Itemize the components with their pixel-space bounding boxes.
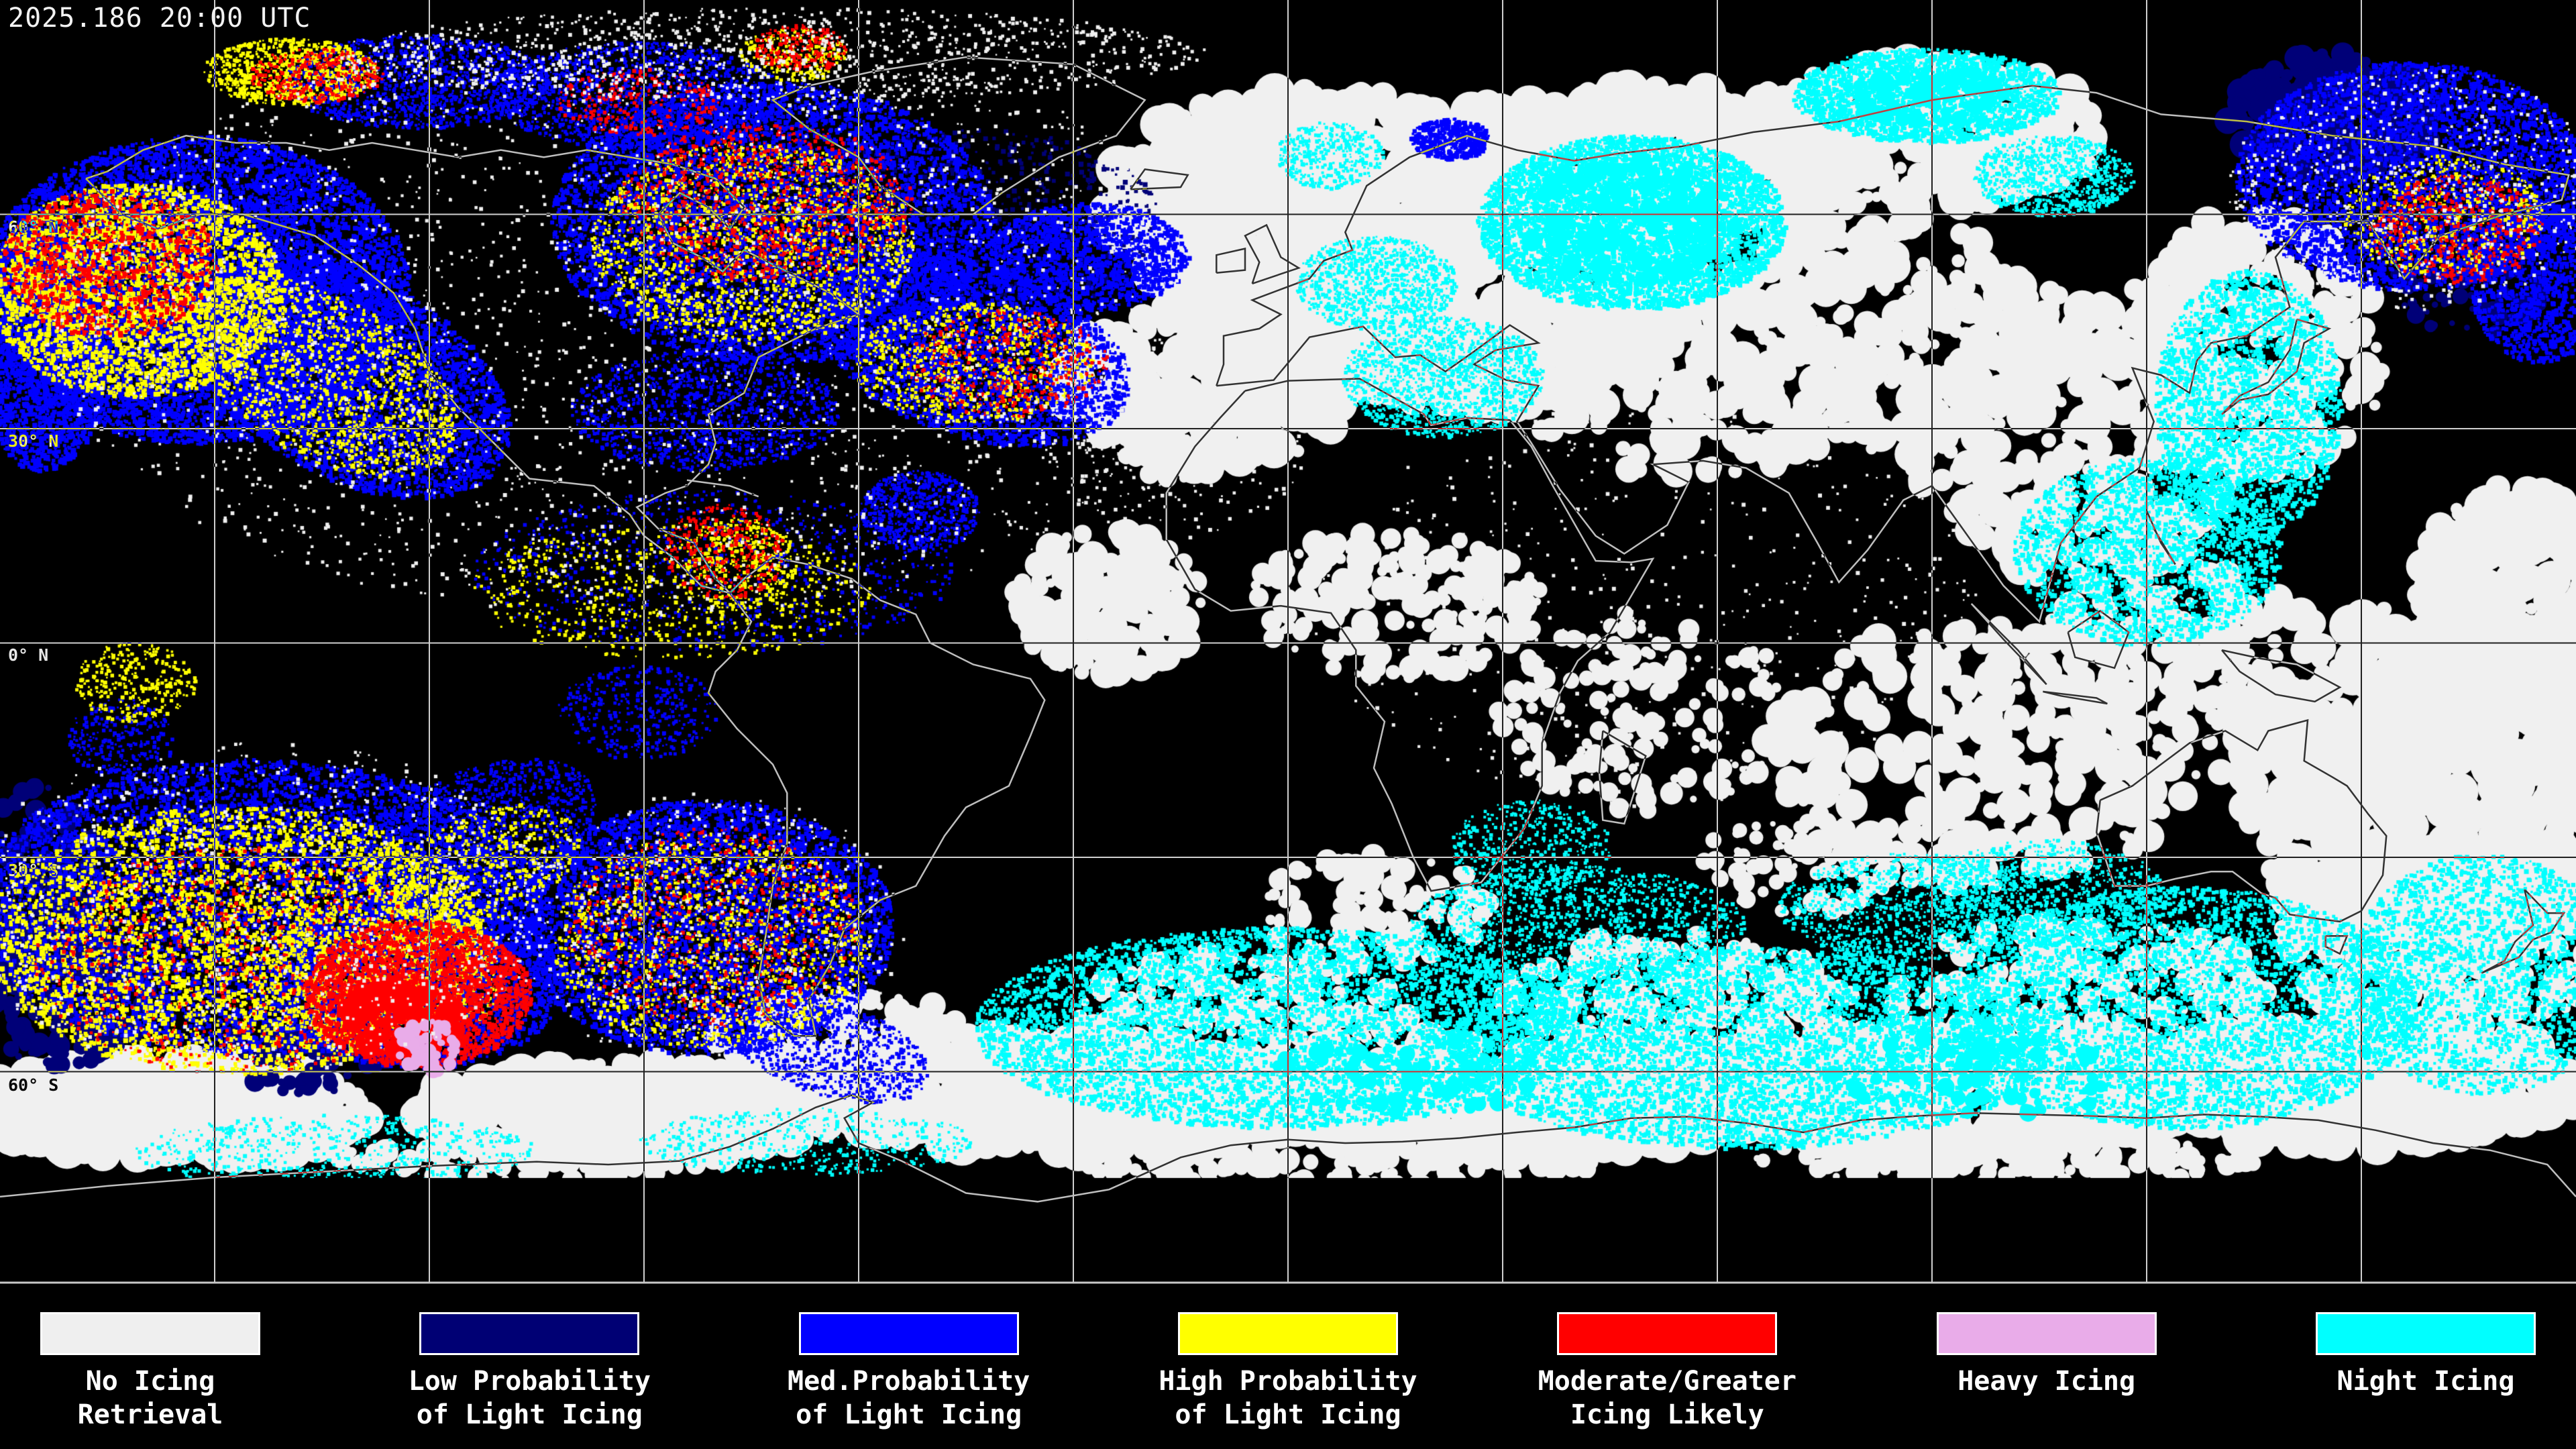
- legend-item-low-probability: Low Probability of Light Icing: [388, 1312, 670, 1432]
- legend-swatch-moderate-greater: [1557, 1312, 1778, 1355]
- legend-label-moderate-greater: Moderate/Greater Icing Likely: [1538, 1366, 1796, 1430]
- legend-label-no-icing: No Icing Retrieval: [77, 1366, 223, 1430]
- coastline-ireland: [1216, 248, 1246, 274]
- coastline-africa: [1165, 378, 1655, 892]
- coastline-iceland: [1130, 168, 1189, 191]
- legend: No Icing Retrieval Low Probability of Li…: [0, 1312, 2576, 1432]
- lat-label-30n: 30° N: [8, 431, 59, 451]
- legend-label-low-probability: Low Probability of Light Icing: [408, 1366, 651, 1430]
- legend-swatch-heavy-icing: [1936, 1312, 2157, 1355]
- coastline-south-america: [707, 556, 1046, 1037]
- lat-label-30s: 30° S: [8, 861, 59, 880]
- coastline-madagascar: [1598, 730, 1647, 825]
- lat-label-0n: 0° N: [8, 645, 49, 665]
- legend-swatch-low-probability: [419, 1312, 640, 1355]
- coastline-cuba: [686, 479, 759, 498]
- coastline-eurasia: [1216, 85, 2570, 623]
- coastline-greenland: [771, 56, 1146, 215]
- coastline-uk: [1244, 223, 1301, 284]
- legend-swatch-night-icing: [2315, 1312, 2536, 1355]
- coastline-japan: [2221, 318, 2332, 415]
- legend-swatch-med-probability: [798, 1312, 1019, 1355]
- coastline-north-america: [85, 135, 861, 595]
- lat-label-60n: 60° N: [8, 217, 59, 237]
- legend-item-no-icing: No Icing Retrieval: [9, 1312, 291, 1432]
- timestamp: 2025.186 20:00 UTC: [8, 3, 311, 34]
- coastline-borneo: [2067, 610, 2130, 669]
- grid-and-coastlines-overlay: [0, 0, 2576, 1284]
- legend-swatch-high-probability: [1177, 1312, 1398, 1355]
- coastline-new-guinea: [2221, 649, 2342, 703]
- coastline-java: [2043, 690, 2108, 705]
- world-map: 2025.186 20:00 UTC 60° N 30° N 0° N 30° …: [0, 0, 2576, 1286]
- legend-item-high-probability: High Probability of Light Icing: [1147, 1312, 1429, 1432]
- coastline-australia: [2096, 718, 2387, 923]
- lat-label-60s: 60° S: [8, 1075, 59, 1095]
- legend-item-moderate-greater: Moderate/Greater Icing Likely: [1526, 1312, 1808, 1432]
- legend-label-high-probability: High Probability of Light Icing: [1159, 1366, 1417, 1430]
- coastline-tasmania: [2324, 934, 2349, 955]
- legend-item-med-probability: Med.Probability of Light Icing: [768, 1312, 1050, 1432]
- legend-label-night-icing: Night Icing: [2337, 1366, 2515, 1397]
- legend-item-heavy-icing: Heavy Icing: [1906, 1312, 2188, 1432]
- legend-label-heavy-icing: Heavy Icing: [1957, 1366, 2136, 1397]
- legend-item-night-icing: Night Icing: [2285, 1312, 2567, 1432]
- coastline-new-zealand: [2481, 889, 2566, 974]
- legend-label-med-probability: Med.Probability of Light Icing: [788, 1366, 1030, 1430]
- coastline-philippines: [2145, 510, 2176, 566]
- legend-swatch-no-icing: [40, 1312, 260, 1355]
- coastline-sumatra: [1970, 603, 2047, 686]
- coastline-antarctica: [0, 1094, 2576, 1203]
